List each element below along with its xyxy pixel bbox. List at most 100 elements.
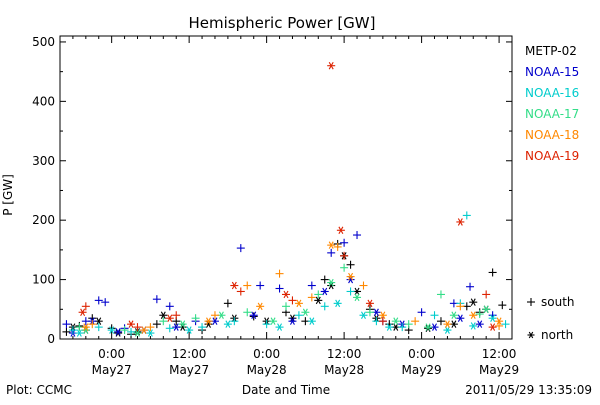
data-point-south (94, 296, 103, 305)
y-tick-label: 100 (32, 273, 55, 287)
data-point-north (165, 314, 174, 322)
data-point-north (256, 302, 265, 311)
x-tick-time-label: 0:00 (253, 347, 280, 361)
data-point-south (307, 281, 316, 290)
data-point-north (346, 272, 355, 281)
data-point-north (159, 311, 168, 319)
data-point-north (275, 323, 284, 331)
data-point-south (230, 317, 239, 326)
data-point-south (62, 320, 71, 329)
marker-legend: south north (527, 295, 575, 342)
data-point-north (78, 308, 87, 317)
data-point-south (198, 323, 207, 332)
data-point-south (475, 310, 484, 319)
data-point-south (327, 248, 336, 257)
data-point-north (327, 61, 336, 70)
data-point-north (288, 317, 297, 325)
data-point-south (365, 308, 374, 317)
data-point-south (466, 282, 475, 291)
legend-entry: NOAA-17 (525, 107, 579, 121)
data-point-north (114, 328, 123, 336)
data-point-north (456, 218, 465, 226)
y-tick-label: 0 (47, 332, 55, 346)
data-point-north (359, 311, 368, 319)
data-point-south (314, 290, 323, 299)
data-point-north (469, 322, 478, 330)
data-point-south (436, 317, 445, 326)
data-point-south (172, 311, 181, 320)
x-axis-label: Date and Time (242, 383, 330, 397)
series-noaa-17 (75, 263, 491, 337)
data-point-south (333, 242, 342, 251)
data-point-south (191, 314, 200, 323)
x-tick-time-label: 12:00 (482, 347, 517, 361)
data-point-south (411, 317, 420, 326)
data-point-south (62, 327, 71, 336)
data-point-south (159, 317, 168, 326)
data-point-north (307, 317, 316, 325)
x-tick-time-label: 0:00 (98, 347, 125, 361)
x-axis-ticks: 0:00 May27 12:00 May27 0:00 May28 12:00 May28 0:… (59, 36, 519, 377)
x-tick-date-label: May27 (92, 363, 132, 377)
y-tick-label: 400 (32, 94, 55, 108)
data-point-north (249, 311, 258, 319)
data-point-south (488, 268, 497, 277)
data-point-north (488, 314, 497, 322)
y-tick-label: 500 (32, 35, 55, 49)
data-point-south (456, 302, 465, 311)
data-point-north (469, 311, 478, 319)
data-point-south (210, 311, 219, 320)
data-point-south (340, 238, 349, 247)
data-point-north (282, 290, 290, 299)
x-tick-date-label: May29 (479, 363, 519, 377)
marker-legend-south: south (527, 295, 575, 309)
data-point-south (249, 312, 258, 321)
data-point-north (327, 278, 336, 287)
data-point-south (262, 320, 271, 329)
data-point-north (107, 326, 116, 334)
plot-frame (59, 35, 513, 340)
x-tick-date-label: May27 (169, 363, 209, 377)
data-point-south (353, 231, 362, 240)
y-tick-label: 300 (32, 154, 55, 168)
data-point-north (365, 299, 374, 308)
data-point-south (404, 320, 413, 329)
data-point-south (482, 290, 491, 299)
data-point-north (424, 324, 433, 333)
data-point-north (449, 311, 458, 319)
data-point-south (417, 308, 426, 317)
data-point-south (243, 308, 252, 317)
data-point-south (294, 311, 303, 320)
data-point-north (385, 323, 394, 331)
legend-entry: METP-02 (525, 44, 577, 58)
x-tick-date-label: May29 (402, 363, 442, 377)
data-point-north (204, 320, 213, 328)
marker-legend-label: north (541, 328, 573, 342)
data-point-south (275, 269, 284, 278)
series-noaa-15 (62, 231, 497, 337)
data-points (62, 61, 510, 339)
data-point-north (456, 314, 465, 322)
data-point-south (127, 327, 136, 336)
y-axis-label: P [GW] (1, 174, 15, 216)
data-point-north (288, 314, 297, 322)
data-point-south (378, 317, 387, 326)
data-point-south (146, 323, 155, 332)
data-point-south (307, 293, 316, 302)
data-point-south (346, 287, 355, 296)
data-point-south (498, 301, 507, 310)
legend-entry: NOAA-15 (525, 65, 579, 79)
data-point-south (120, 326, 129, 335)
data-point-north (333, 299, 342, 308)
chart-title: Hemispheric Power [GW] (189, 14, 376, 32)
data-point-south (495, 321, 504, 330)
data-point-north (336, 226, 345, 235)
data-point-north (320, 287, 329, 296)
data-point-south (152, 295, 161, 304)
y-axis-ticks: 0 100 200 300 400 500 (32, 35, 512, 346)
data-point-north (178, 320, 187, 328)
x-tick-date-label: May28 (247, 363, 287, 377)
